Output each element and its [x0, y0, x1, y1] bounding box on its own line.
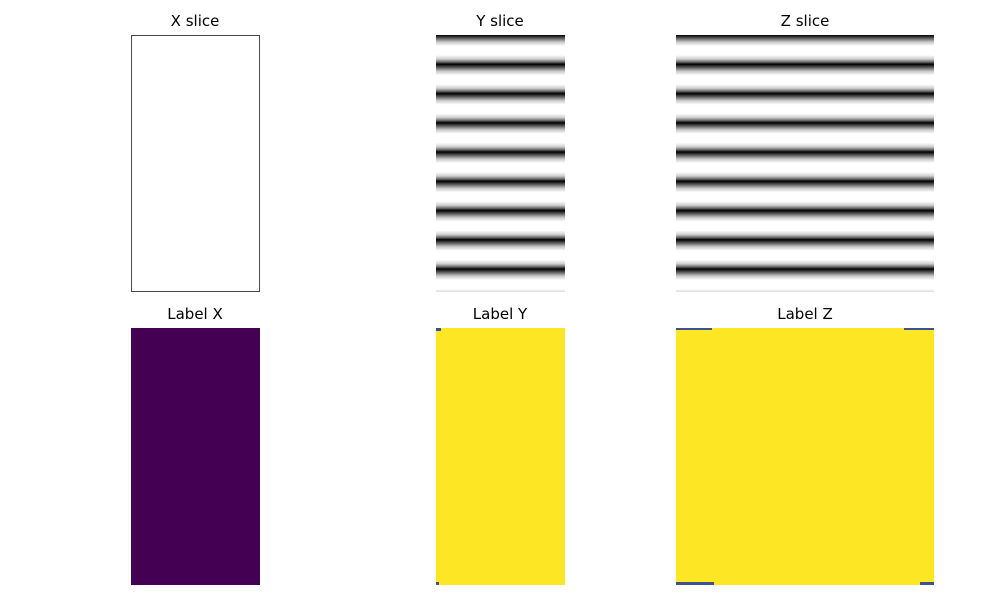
- label-z-image: [676, 328, 934, 585]
- label-z-edge-top-right: [904, 328, 934, 330]
- y-slice-image: [436, 35, 565, 292]
- y-slice-title: Y slice: [476, 12, 524, 30]
- z-slice-image: [676, 35, 934, 292]
- label-z-edge-bottom-right: [920, 582, 934, 585]
- label-y-corner-bottom-left: [436, 582, 439, 585]
- label-z-edge-bottom-left: [676, 582, 714, 585]
- label-z-edge-top-left: [676, 328, 712, 330]
- label-x-image: [131, 328, 260, 585]
- label-y-corner-top-left: [436, 328, 441, 331]
- label-z-title: Label Z: [777, 305, 833, 323]
- x-slice-title: X slice: [170, 12, 220, 30]
- label-x-title: Label X: [167, 305, 223, 323]
- z-slice-title: Z slice: [780, 12, 830, 30]
- label-y-title: Label Y: [472, 305, 528, 323]
- label-y-image: [436, 328, 565, 585]
- x-slice-image: [131, 35, 260, 292]
